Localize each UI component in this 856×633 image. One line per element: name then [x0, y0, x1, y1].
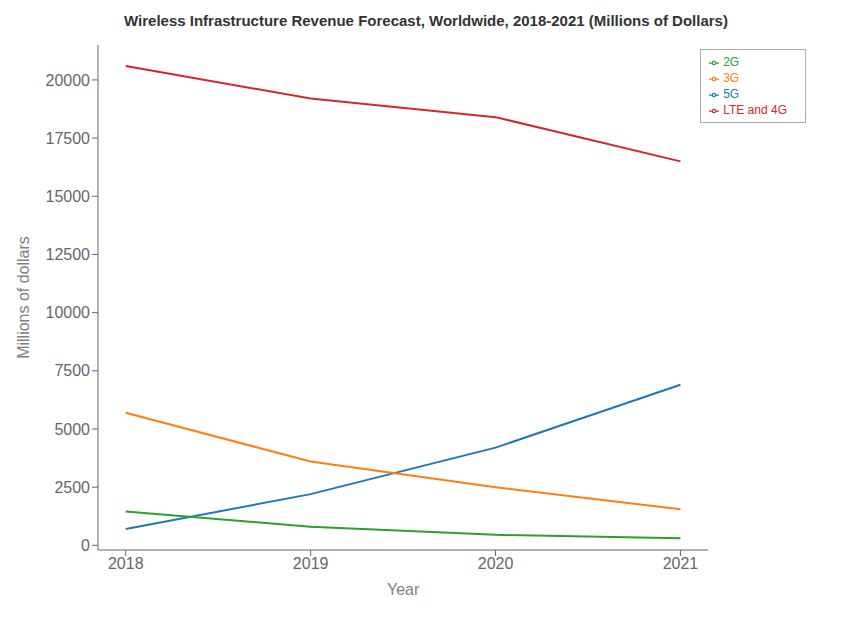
svg-text:2019: 2019 — [293, 555, 329, 572]
svg-text:Millions of dollars: Millions of dollars — [15, 236, 32, 359]
svg-text:15000: 15000 — [46, 188, 91, 205]
html-text:2G: 2G — [723, 55, 740, 69]
svg-text:2500: 2500 — [54, 479, 90, 496]
html-text:3G: 3G — [723, 71, 740, 85]
svg-text:2018: 2018 — [108, 555, 144, 572]
svg-text:10000: 10000 — [46, 304, 91, 321]
svg-text:2021: 2021 — [663, 555, 699, 572]
svg-text:12500: 12500 — [46, 246, 91, 263]
svg-text:7500: 7500 — [54, 362, 90, 379]
svg-text:0: 0 — [81, 537, 90, 554]
html-text:Wireless Infrastructure Revenu: Wireless Infrastructure Revenue Forecast… — [124, 12, 728, 29]
svg-text:17500: 17500 — [46, 130, 91, 147]
svg-text:20000: 20000 — [46, 72, 91, 89]
svg-text:2020: 2020 — [478, 555, 514, 572]
svg-text:Year: Year — [387, 581, 420, 598]
svg-text:5000: 5000 — [54, 421, 90, 438]
html-text:LTE and 4G: LTE and 4G — [723, 103, 787, 117]
html-text:5G: 5G — [723, 87, 740, 101]
